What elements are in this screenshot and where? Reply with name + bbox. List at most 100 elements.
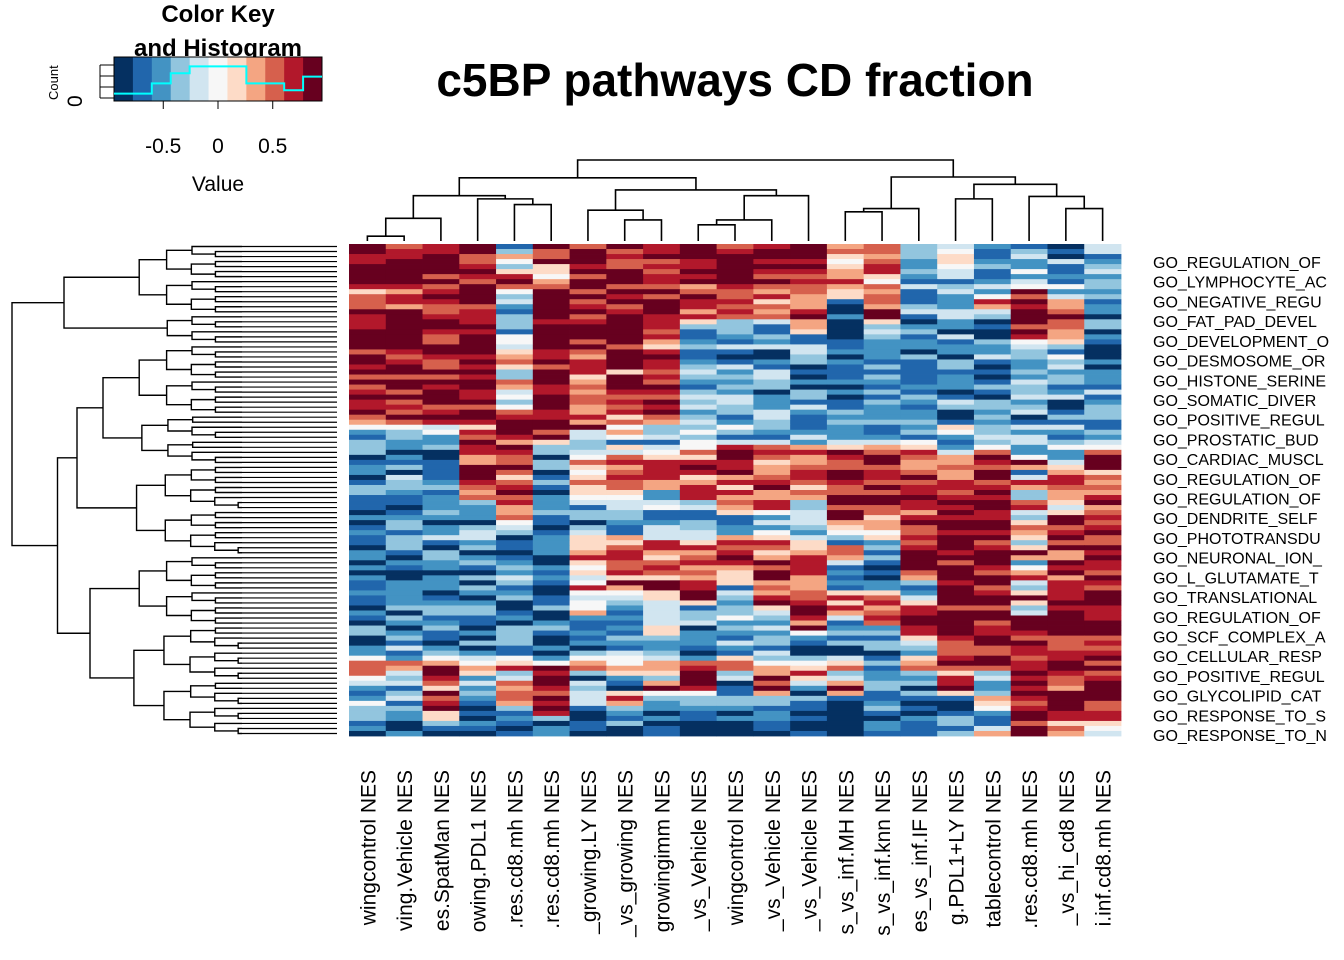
heatmap-cell	[753, 570, 790, 575]
heatmap-cell	[753, 535, 790, 540]
heatmap-cell	[680, 570, 717, 575]
heatmap-cell	[349, 535, 386, 540]
heatmap-cell	[386, 435, 423, 440]
heatmap-cell	[1084, 314, 1121, 319]
heatmap-cell	[1011, 405, 1048, 410]
heatmap-cell	[423, 289, 460, 294]
heatmap-cell	[423, 610, 460, 615]
heatmap-cell	[680, 585, 717, 590]
heatmap-cell	[496, 349, 533, 354]
heatmap-cell	[900, 465, 937, 470]
heatmap-cell	[864, 530, 901, 535]
heatmap-cell	[1011, 289, 1048, 294]
heatmap-cell	[533, 304, 570, 309]
heatmap-cell	[643, 616, 680, 621]
heatmap-cell	[570, 329, 607, 334]
heatmap-cell	[1084, 600, 1121, 605]
heatmap-cell	[570, 375, 607, 380]
heatmap-cell	[827, 375, 864, 380]
row-dendrogram-branch	[58, 458, 91, 633]
row-label: GO_FAT_PAD_DEVEL	[1153, 314, 1317, 331]
heatmap-cell	[423, 641, 460, 646]
heatmap-cell	[1011, 349, 1048, 354]
heatmap-cell	[386, 661, 423, 666]
row-dendrogram-branch	[167, 250, 192, 269]
column-dendrogram-branch	[616, 190, 777, 210]
heatmap-cell	[717, 731, 754, 736]
heatmap-cell	[349, 600, 386, 605]
heatmap-cell	[900, 631, 937, 636]
heatmap-cell	[790, 706, 827, 711]
heatmap-cell	[864, 470, 901, 475]
heatmap-cell	[753, 420, 790, 425]
heatmap-cell	[1011, 274, 1048, 279]
heatmap-cell	[1011, 490, 1048, 495]
heatmap-cell	[570, 440, 607, 445]
heatmap-cell	[459, 264, 496, 269]
heatmap-cell	[717, 585, 754, 590]
heatmap-cell	[459, 425, 496, 430]
heatmap-cell	[1011, 500, 1048, 505]
heatmap-cell	[680, 269, 717, 274]
heatmap-cell	[423, 364, 460, 369]
heatmap-cell	[643, 681, 680, 686]
heatmap-cell	[423, 626, 460, 631]
heatmap-cell	[643, 555, 680, 560]
heatmap-cell	[827, 420, 864, 425]
heatmap-cell	[937, 344, 974, 349]
heatmap-cell	[570, 395, 607, 400]
heatmap-cell	[1047, 681, 1084, 686]
heatmap-cell	[1084, 344, 1121, 349]
heatmap-cell	[533, 641, 570, 646]
heatmap-cell	[753, 395, 790, 400]
heatmap-cell	[533, 450, 570, 455]
heatmap-cell	[496, 490, 533, 495]
heatmap-cell	[900, 420, 937, 425]
heatmap-cell	[496, 359, 533, 364]
heatmap-cell	[827, 274, 864, 279]
heatmap-cell	[974, 445, 1011, 450]
color-key-swatch	[284, 57, 303, 101]
heatmap-cell	[790, 244, 827, 249]
heatmap-cell	[937, 585, 974, 590]
heatmap-cell	[643, 565, 680, 570]
heatmap-cell	[864, 244, 901, 249]
heatmap-cell	[974, 339, 1011, 344]
heatmap-cell	[974, 550, 1011, 555]
heatmap-cell	[680, 485, 717, 490]
heatmap-cell	[680, 435, 717, 440]
heatmap-cell	[900, 370, 937, 375]
heatmap-cell	[1047, 319, 1084, 324]
heatmap-cell	[753, 385, 790, 390]
heatmap-cell	[900, 600, 937, 605]
heatmap-cell	[790, 470, 827, 475]
heatmap-cell	[423, 304, 460, 309]
heatmap-cell	[570, 410, 607, 415]
column-dendrogram-branch	[864, 209, 919, 241]
heatmap-cell	[1084, 480, 1121, 485]
heatmap-cell	[1084, 375, 1121, 380]
heatmap-cell	[1011, 309, 1048, 314]
heatmap-cell	[864, 259, 901, 264]
heatmap-cell	[643, 470, 680, 475]
heatmap-cell	[974, 380, 1011, 385]
heatmap-cell	[533, 590, 570, 595]
heatmap-cell	[386, 560, 423, 565]
heatmap-cell	[570, 626, 607, 631]
heatmap-cell	[753, 380, 790, 385]
heatmap-cell	[570, 415, 607, 420]
heatmap-cell	[423, 274, 460, 279]
column-label: _vs_Vehicle NES	[688, 770, 711, 932]
heatmap-cell	[570, 696, 607, 701]
heatmap-cell	[606, 580, 643, 585]
heatmap-cell	[680, 314, 717, 319]
heatmap-cell	[937, 480, 974, 485]
heatmap-cell	[1047, 671, 1084, 676]
heatmap-cell	[533, 274, 570, 279]
heatmap-cell	[937, 425, 974, 430]
heatmap-cell	[570, 380, 607, 385]
heatmap-cell	[1047, 570, 1084, 575]
heatmap-cell	[864, 485, 901, 490]
heatmap-cell	[974, 299, 1011, 304]
heatmap-cell	[790, 500, 827, 505]
